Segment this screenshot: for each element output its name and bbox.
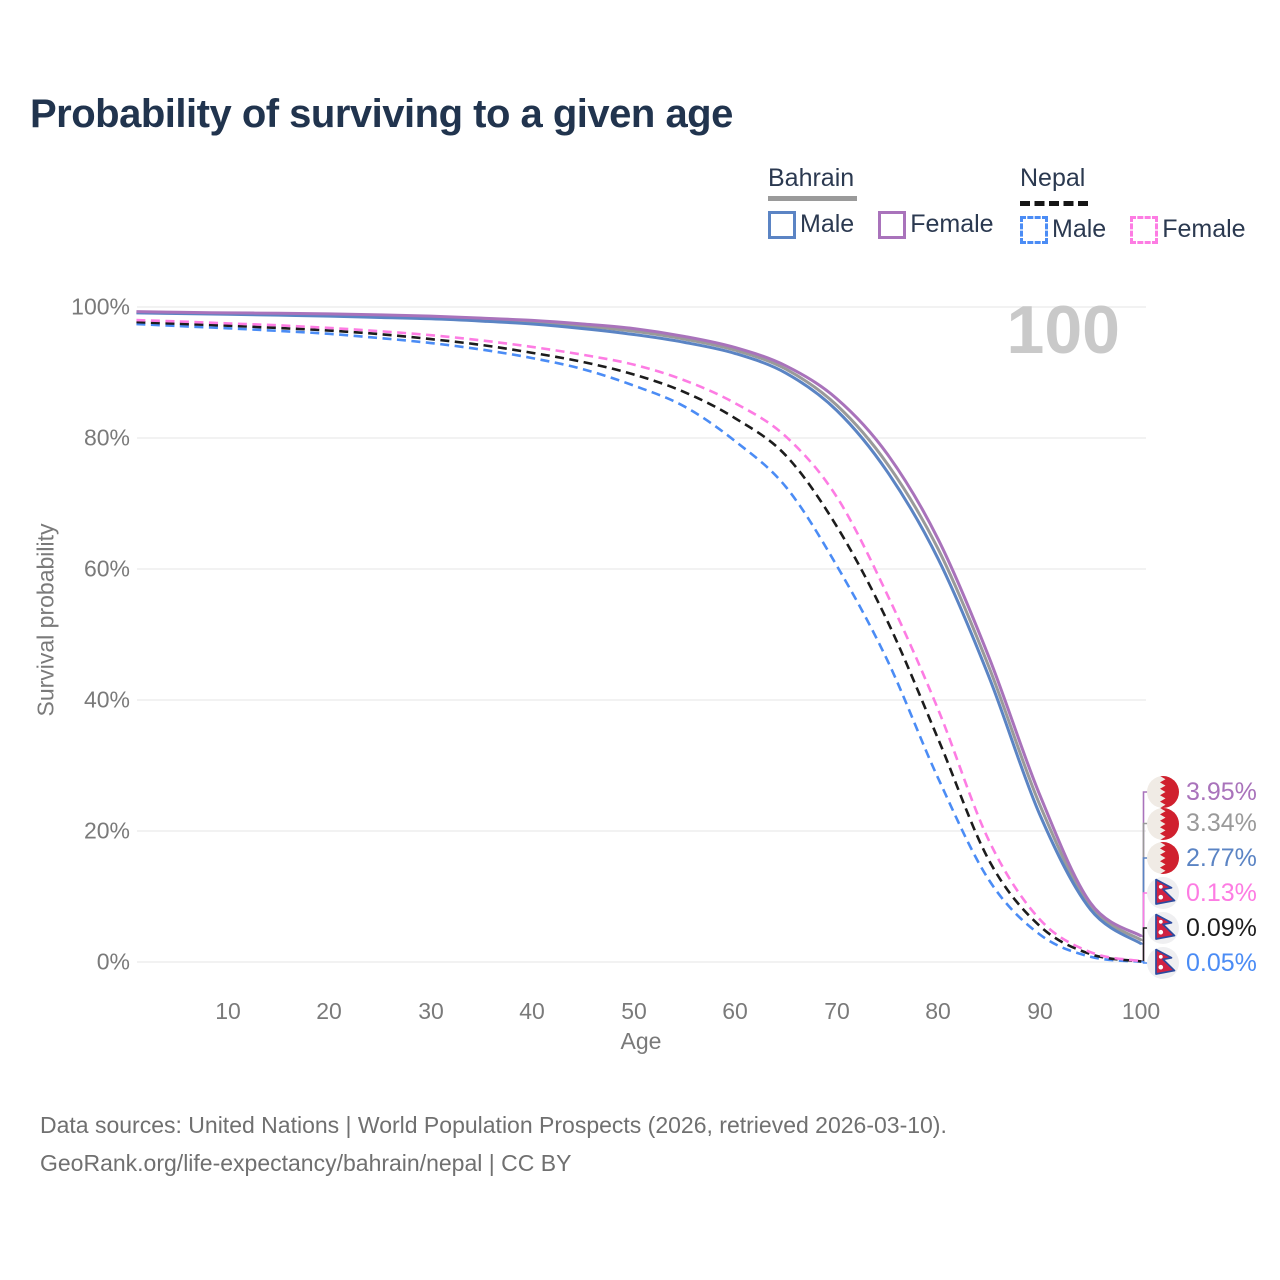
curve-nepal_male — [136, 322, 1142, 963]
legend-group-bahrain: Bahrain Male Female — [768, 164, 994, 239]
legend-item-nepal-female: Female — [1130, 215, 1246, 244]
curve-bahrain_male — [136, 311, 1143, 946]
end-label-nepal_female: 0.13% — [1147, 877, 1257, 909]
end-label-text: 0.09% — [1186, 913, 1257, 942]
nepal-flag-icon — [1147, 877, 1179, 909]
legend-item-bahrain-male: Male — [768, 210, 854, 239]
y-tick-0: 0% — [96, 948, 130, 975]
legend-country-nepal: Nepal — [1020, 164, 1086, 192]
footer-sources: Data sources: United Nations | World Pop… — [40, 1112, 947, 1138]
legend-group-nepal: Nepal Male Female — [1020, 164, 1246, 244]
legend-swatch-nepal-female — [1130, 215, 1159, 244]
bahrain-flag-icon — [1147, 807, 1179, 840]
legend-underline-bahrain — [768, 196, 857, 201]
x-tick-60: 60 — [722, 998, 748, 1024]
x-tick-70: 70 — [824, 998, 850, 1024]
y-tick-40: 40% — [83, 686, 130, 713]
x-tick-90: 90 — [1027, 998, 1053, 1024]
watermark-age-100: 100 — [1006, 292, 1120, 368]
curve-nepal_female — [136, 318, 1142, 963]
legend-swatch-bahrain-male — [768, 210, 796, 239]
x-tick-30: 30 — [418, 998, 444, 1024]
legend-country-bahrain: Bahrain — [768, 164, 855, 192]
x-tick-40: 40 — [519, 998, 545, 1024]
x-tick-80: 80 — [925, 998, 951, 1024]
legend-swatch-nepal-male — [1020, 215, 1048, 244]
y-tick-20: 20% — [83, 817, 130, 844]
legend-label-bahrain-male: Male — [800, 210, 855, 238]
curve-bahrain_female — [136, 310, 1143, 938]
end-label-bahrain_male: 2.77% — [1147, 842, 1257, 874]
end-label-text: 0.05% — [1186, 948, 1257, 977]
y-tick-80: 80% — [83, 424, 130, 451]
connector-nepal_male — [1140, 960, 1149, 964]
legend-item-bahrain-female: Female — [878, 210, 994, 239]
legend-underline-nepal — [1020, 196, 1088, 206]
x-axis-title: Age — [620, 1028, 662, 1054]
end-label-bahrain_total: 3.34% — [1147, 807, 1257, 840]
end-label-nepal_total: 0.09% — [1147, 912, 1257, 944]
footer-attribution: GeoRank.org/life-expectancy/bahrain/nepa… — [40, 1150, 572, 1176]
end-label-text: 3.34% — [1186, 809, 1257, 837]
footer: Data sources: United Nations | World Pop… — [40, 1106, 947, 1182]
legend-swatch-bahrain-female — [878, 210, 907, 239]
legend-label-nepal-female: Female — [1162, 215, 1246, 243]
x-tick-50: 50 — [621, 998, 647, 1024]
end-label-bahrain_female: 3.95% — [1147, 776, 1257, 808]
curve-bahrain_total — [136, 310, 1143, 942]
legend-items-nepal: Male Female — [1020, 215, 1246, 244]
end-label-text: 2.77% — [1186, 843, 1257, 872]
page-title: Probability of surviving to a given age — [30, 92, 733, 136]
nepal-flag-icon — [1147, 947, 1179, 979]
legend-label-nepal-male: Male — [1052, 215, 1107, 243]
bahrain-flag-icon — [1147, 842, 1179, 874]
legend-items-bahrain: Male Female — [768, 210, 994, 239]
end-label-text: 3.95% — [1186, 777, 1257, 806]
legend-item-nepal-male: Male — [1020, 215, 1106, 244]
bahrain-flag-icon — [1147, 776, 1179, 808]
legend-label-bahrain-female: Female — [910, 210, 994, 238]
x-tick-10: 10 — [215, 998, 241, 1024]
end-label-text: 0.13% — [1186, 878, 1257, 907]
end-label-nepal_male: 0.05% — [1147, 947, 1257, 979]
y-tick-100: 100% — [71, 293, 130, 320]
x-tick-20: 20 — [316, 998, 342, 1024]
x-tick-100: 100 — [1121, 998, 1161, 1024]
curve-nepal_total — [136, 320, 1142, 963]
nepal-flag-icon — [1147, 912, 1179, 944]
y-tick-60: 60% — [83, 555, 130, 582]
